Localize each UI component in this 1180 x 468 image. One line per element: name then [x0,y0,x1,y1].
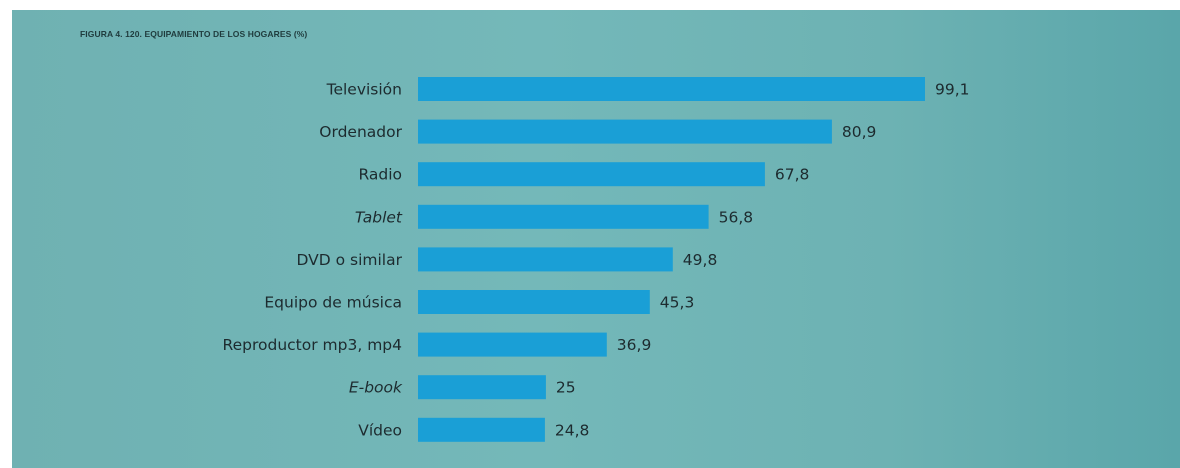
value-label: 36,9 [617,336,652,354]
category-label: Radio [358,166,402,184]
category-label: Ordenador [319,123,402,141]
category-label: Reproductor mp3, mp4 [223,336,402,354]
category-label: Tablet [355,208,403,226]
bar [418,77,925,101]
bar [418,162,765,187]
bar [418,332,607,357]
value-label: 24,8 [555,421,590,439]
value-label: 45,3 [660,294,695,312]
value-label: 49,8 [683,251,718,269]
bar [418,375,546,400]
category-label: Televisión [326,81,402,99]
category-label: E-book [349,379,403,397]
category-label: Vídeo [358,421,402,439]
bar [418,290,650,314]
category-label: Equipo de música [264,294,402,312]
bar [418,247,673,272]
bar [418,204,709,229]
value-label: 80,9 [842,123,877,141]
bar [418,119,832,144]
category-label: DVD o similar [296,251,402,269]
value-label: 25 [556,379,576,397]
value-label: 56,8 [719,208,754,226]
chart-title: FIGURA 4. 120. EQUIPAMIENTO DE LOS HOGAR… [80,29,308,39]
value-label: 99,1 [935,81,970,99]
value-label: 67,8 [775,166,810,184]
bar [418,417,545,442]
